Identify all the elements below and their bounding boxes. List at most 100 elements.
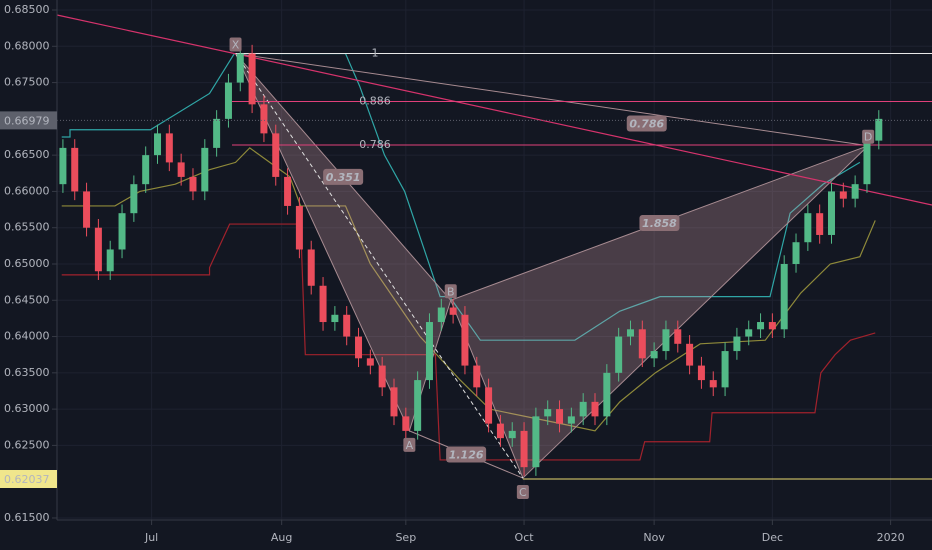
x-tick-label: Jul bbox=[144, 531, 158, 544]
trendline bbox=[56, 14, 932, 206]
candle-body bbox=[307, 249, 315, 286]
candle-body bbox=[615, 336, 623, 373]
plot: 1 0.886 0.786 0.351 1.126 1.858 0.786 X A B C D bbox=[56, 14, 932, 500]
candle-body bbox=[875, 118, 883, 141]
candle-body bbox=[284, 176, 292, 206]
candle-body bbox=[154, 133, 162, 156]
candle-body bbox=[721, 351, 729, 388]
y-tick-label: 0.63500 bbox=[4, 366, 50, 379]
y-tick-label: 0.68000 bbox=[4, 39, 50, 52]
candle-body bbox=[827, 191, 835, 235]
candle-body bbox=[780, 263, 788, 330]
candle-body bbox=[319, 285, 327, 323]
candle-body bbox=[118, 213, 126, 250]
price-tag-label: 0.66979 bbox=[4, 114, 50, 127]
candle-body bbox=[378, 365, 386, 388]
candle-body bbox=[142, 155, 150, 185]
candle-body bbox=[650, 351, 658, 359]
candle-body bbox=[248, 53, 256, 105]
candle-body bbox=[177, 162, 185, 177]
candle-body bbox=[733, 336, 741, 352]
ratio-box bbox=[639, 214, 680, 231]
candle-body bbox=[638, 329, 646, 359]
ratio-label: 1.858 bbox=[642, 217, 677, 230]
candle-body bbox=[260, 104, 268, 134]
candle-body bbox=[390, 387, 398, 417]
candle-body bbox=[626, 329, 634, 337]
candle-body bbox=[603, 372, 611, 417]
ratio-label: 1.126 bbox=[449, 448, 484, 461]
candle-body bbox=[757, 322, 765, 330]
candle-body bbox=[792, 242, 800, 264]
candle-body bbox=[272, 133, 280, 177]
candle-body bbox=[343, 314, 351, 337]
candle-body bbox=[83, 191, 91, 228]
x-tick-label: Aug bbox=[271, 531, 292, 544]
candle-body bbox=[591, 401, 599, 417]
candle-body bbox=[508, 430, 516, 439]
axes: 0.68500 0.68000 0.67500 0.66500 0.66000 0.655… bbox=[0, 3, 905, 544]
candle-body bbox=[437, 307, 445, 323]
ratio-label: 0.786 bbox=[629, 117, 664, 130]
fib-label: 0.886 bbox=[359, 94, 391, 107]
candle-body bbox=[496, 423, 504, 439]
candle-body bbox=[165, 133, 173, 163]
point-label: X bbox=[232, 39, 240, 52]
y-tick-label: 0.66000 bbox=[4, 184, 50, 197]
point-label: B bbox=[447, 285, 455, 298]
price-tag bbox=[0, 470, 57, 489]
y-tick-label: 0.65000 bbox=[4, 257, 50, 270]
candle-body bbox=[863, 140, 871, 185]
candle-body bbox=[331, 314, 339, 323]
candle-body bbox=[532, 416, 540, 468]
pattern-dashed bbox=[235, 53, 524, 479]
point-box bbox=[516, 485, 529, 500]
candle-body bbox=[745, 329, 753, 337]
candle-body bbox=[106, 249, 114, 272]
y-tick-label: 0.64500 bbox=[4, 293, 50, 306]
point-box bbox=[229, 37, 242, 52]
candle-body bbox=[709, 380, 717, 388]
candle-body bbox=[366, 358, 374, 366]
candle-body bbox=[579, 401, 587, 417]
candle-body bbox=[567, 416, 575, 424]
fib-label: 1 bbox=[372, 47, 379, 60]
x-tick-label: Nov bbox=[643, 531, 665, 544]
y-tick-label: 0.68500 bbox=[4, 3, 50, 16]
ratio-box bbox=[323, 168, 364, 185]
x-tick-label: Sep bbox=[395, 531, 416, 544]
point-box bbox=[862, 129, 875, 144]
ratio-box bbox=[446, 446, 487, 463]
y-tick-label: 0.61500 bbox=[4, 511, 50, 524]
candle-body bbox=[544, 409, 552, 417]
candle-body bbox=[768, 322, 776, 330]
pattern-xd bbox=[235, 53, 869, 147]
candle-body bbox=[213, 118, 221, 148]
candle-body bbox=[224, 82, 232, 119]
indicator-line bbox=[61, 223, 876, 461]
candle-body bbox=[355, 336, 363, 359]
x-tick-label: Oct bbox=[515, 531, 535, 544]
candle-body bbox=[295, 205, 303, 250]
candle-body bbox=[449, 307, 457, 315]
candle-body bbox=[461, 314, 469, 366]
candle-body bbox=[189, 176, 197, 192]
point-label: C bbox=[519, 486, 527, 499]
x-tick-label: Dec bbox=[762, 531, 783, 544]
candle-body bbox=[59, 147, 67, 185]
y-tick-label: 0.67500 bbox=[4, 76, 50, 89]
y-tick-label: 0.66500 bbox=[4, 148, 50, 161]
point-box bbox=[444, 284, 457, 299]
candle-body bbox=[130, 184, 138, 214]
candle-body bbox=[816, 213, 824, 235]
point-label: A bbox=[406, 439, 414, 452]
candle-body bbox=[485, 387, 493, 424]
candle-body bbox=[851, 184, 859, 199]
ratio-label: 0.351 bbox=[326, 171, 361, 184]
candle-body bbox=[674, 329, 682, 344]
price-tag-label: 0.62037 bbox=[4, 473, 50, 486]
point-box bbox=[403, 437, 416, 452]
candle-body bbox=[425, 322, 433, 381]
